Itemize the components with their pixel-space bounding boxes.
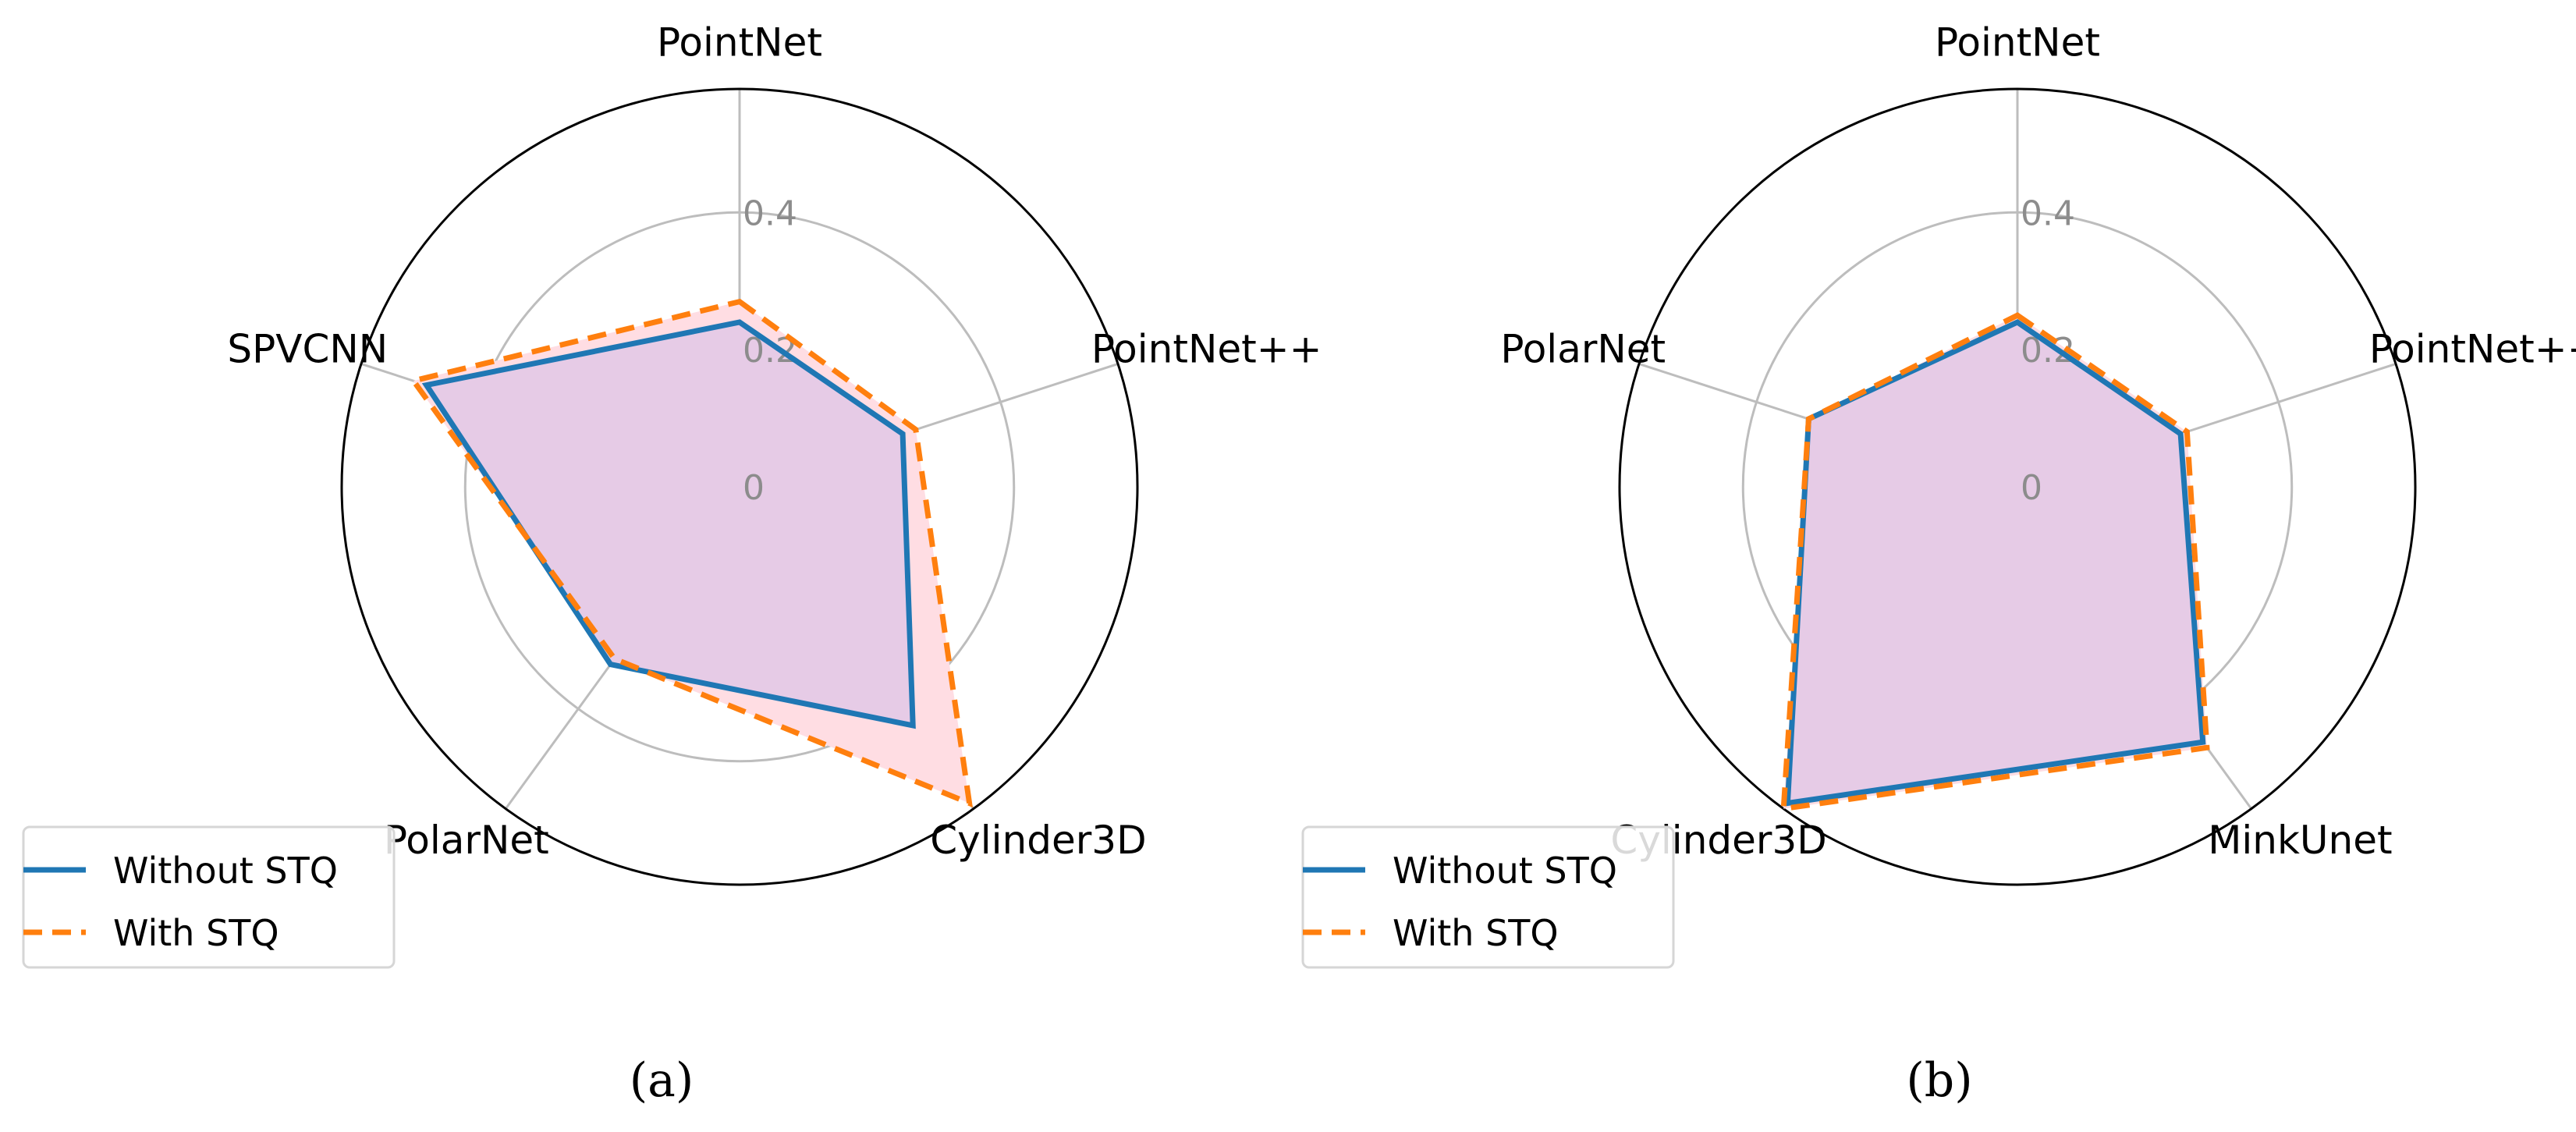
legend-label-0: Without STQ (113, 850, 338, 892)
legend: Without STQ With STQ (1301, 825, 1675, 969)
outer-frame (340, 87, 1139, 886)
outer-frame (1618, 87, 2417, 886)
legend-box (22, 825, 396, 969)
axis-label-2: MinkUnet (2208, 818, 2392, 863)
axis-label-4: PolarNet (1500, 326, 1666, 371)
r-tick-label: 0.4 (2021, 193, 2075, 233)
legend: Without STQ With STQ (22, 825, 396, 969)
series-line-0 (421, 319, 916, 729)
axis-label-1: PointNet++ (2369, 326, 2576, 371)
series-fill-0 (1787, 322, 2203, 804)
subfigure-caption: (b) (1906, 1053, 1972, 1108)
radar-chart-b: 00.20.4PointNetPointNet++MinkUnetCylinde… (1301, 20, 2576, 1108)
r-tick-label: 0.4 (743, 193, 797, 233)
axis-label-0: PointNet (657, 20, 822, 65)
subfigure-caption: (a) (630, 1053, 694, 1108)
legend-label-0: Without STQ (1393, 850, 1617, 892)
axis-label-3: PolarNet (384, 818, 549, 863)
series-line-1 (409, 298, 973, 808)
axis-label-2: Cylinder3D (930, 818, 1146, 863)
legend-label-1: With STQ (1393, 912, 1559, 954)
r-tick-label: 0 (743, 468, 765, 508)
series-fill-0 (426, 322, 914, 726)
legend-box (1301, 825, 1675, 969)
axis-label-1: PointNet++ (1091, 326, 1322, 371)
series-line-0 (1784, 318, 2206, 807)
series-line-1 (1780, 312, 2210, 812)
radar-chart-a: 00.20.4PointNetPointNet++Cylinder3DPolar… (22, 20, 1322, 1108)
legend-label-1: With STQ (113, 912, 279, 954)
axis-label-4: SPVCNN (227, 326, 388, 371)
r-tick-label: 0 (2021, 468, 2042, 508)
axis-label-0: PointNet (1935, 20, 2100, 65)
